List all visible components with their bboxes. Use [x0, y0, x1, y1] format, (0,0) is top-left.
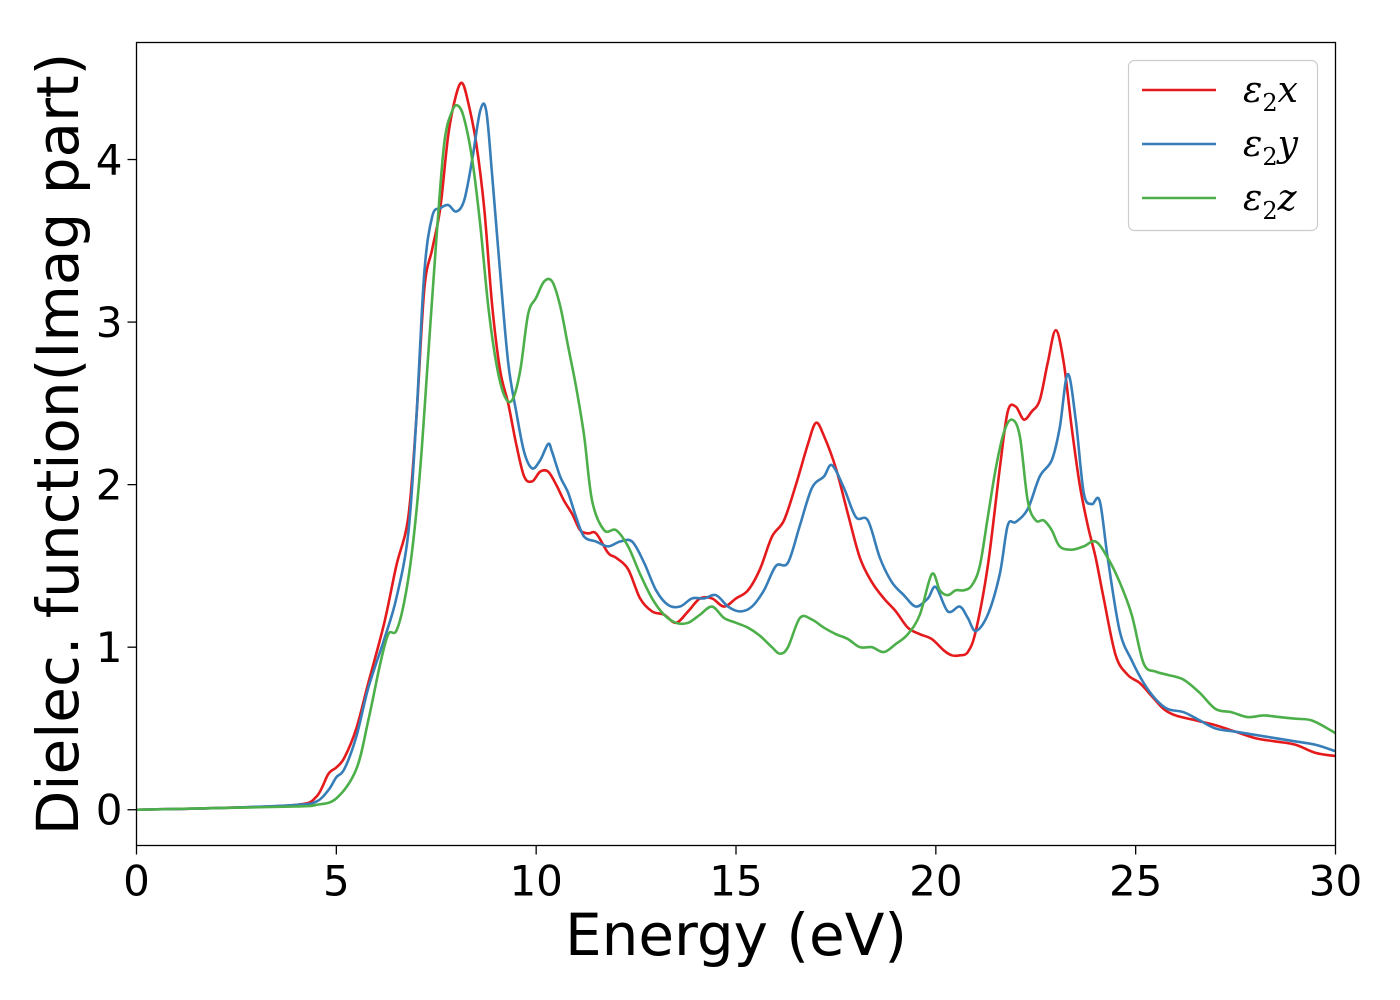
y-tick-label: 4 — [96, 136, 123, 185]
x-tick-label: 5 — [323, 857, 350, 906]
x-tick-label: 20 — [909, 857, 962, 906]
x-axis-label: Energy (eV) — [565, 901, 907, 969]
y-tick-label: 3 — [96, 298, 123, 347]
legend: ε2x ε2y ε2z — [1127, 59, 1319, 232]
series-line-z — [136, 103, 1337, 812]
y-axis-label: Dielec. function(Imag part) — [24, 53, 92, 836]
x-tick-label: 30 — [1309, 857, 1362, 906]
x-tick-label: 25 — [1109, 857, 1162, 906]
y-tick-label: 2 — [96, 461, 123, 510]
series-line-x — [136, 81, 1336, 812]
x-tick-label: 15 — [709, 857, 762, 906]
x-axis-ticks: 0 5 10 15 20 25 30 — [123, 845, 1362, 906]
legend-box — [1127, 59, 1319, 232]
plot-series-group — [136, 81, 1337, 812]
x-tick-label: 10 — [509, 857, 562, 906]
series-line-y — [136, 102, 1336, 812]
x-tick-label: 0 — [123, 857, 150, 906]
legend-label-z: ε2z — [1243, 178, 1298, 225]
y-tick-label: 0 — [96, 786, 123, 835]
legend-label-y: ε2y — [1243, 124, 1299, 171]
y-axis-ticks: 0 1 2 3 4 — [96, 136, 137, 835]
y-tick-label: 1 — [96, 623, 123, 672]
legend-label-x: ε2x — [1243, 70, 1298, 117]
